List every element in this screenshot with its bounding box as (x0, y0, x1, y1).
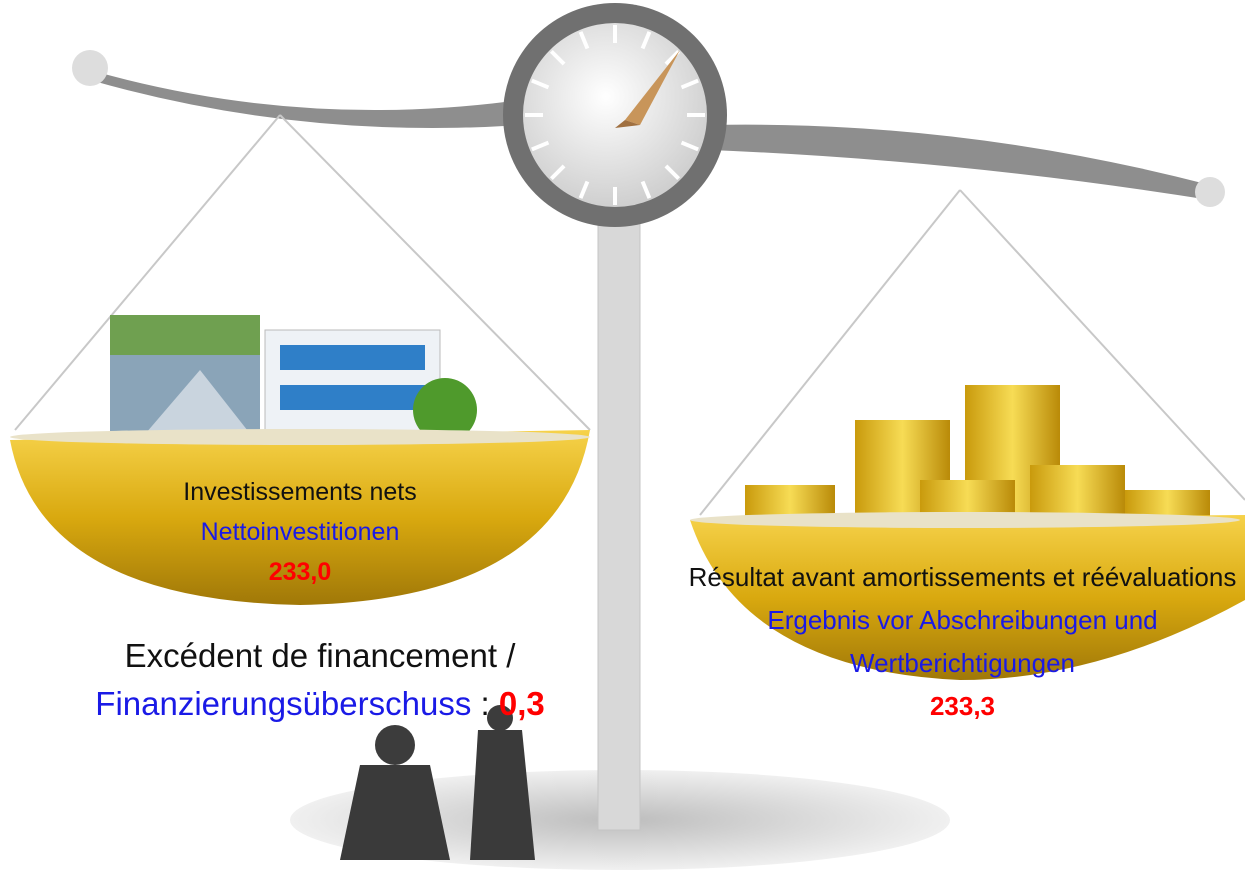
dial-tick (680, 140, 699, 152)
weight (375, 725, 415, 765)
value: 233,3 (929, 690, 996, 721)
dial-tick (531, 140, 550, 152)
knob (72, 50, 108, 86)
knob (1195, 177, 1225, 207)
pole (597, 209, 641, 831)
value: 233,0 (268, 558, 332, 586)
label-de: Finanzierungsüberschuss (95, 684, 472, 722)
dial-tick (578, 180, 590, 199)
dial-face (523, 23, 707, 207)
dial-needle (615, 120, 640, 128)
beam-right (710, 124, 1210, 200)
windows (280, 345, 425, 370)
dial-tick (549, 164, 566, 181)
windows (280, 385, 425, 410)
dial-ticks (525, 25, 705, 205)
center-label: Excédent de financement / Finanzierungsü… (10, 632, 630, 728)
dial-needle (625, 50, 680, 125)
dial-tick (531, 78, 550, 90)
label-de: Nettoinvestitionen (200, 518, 400, 546)
beam-left (90, 70, 520, 128)
dial-tick (549, 49, 566, 66)
right-bowl (690, 515, 1245, 680)
weight (487, 705, 513, 731)
hill (110, 315, 260, 355)
left-label: Investissements nets Nettoinvestitionen … (70, 472, 530, 592)
tree (413, 378, 477, 442)
weight (340, 765, 450, 860)
road-marking (140, 370, 255, 440)
strings (14, 114, 1245, 516)
dial-tick (640, 31, 652, 50)
dial-tick (664, 49, 681, 66)
weight (470, 730, 535, 860)
value: 0,3 (498, 684, 545, 722)
dial-tick (578, 31, 590, 50)
dial-tick (664, 164, 681, 181)
left-bowl (10, 430, 590, 605)
dial-tick (680, 78, 699, 90)
label-de: Ergebnis vor Abschreibungen und Wertberi… (767, 604, 1158, 678)
separator: : (480, 684, 490, 722)
right-label: Résultat avant amortissements et réévalu… (680, 556, 1245, 728)
label-fr: Excédent de financement / (124, 637, 516, 674)
dial-tick (640, 180, 652, 199)
left-bowl-rim (10, 429, 590, 445)
label-fr: Résultat avant amortissements et réévalu… (688, 562, 1237, 592)
right-bowl-rim (690, 512, 1240, 528)
label-fr: Investissements nets (183, 478, 417, 506)
